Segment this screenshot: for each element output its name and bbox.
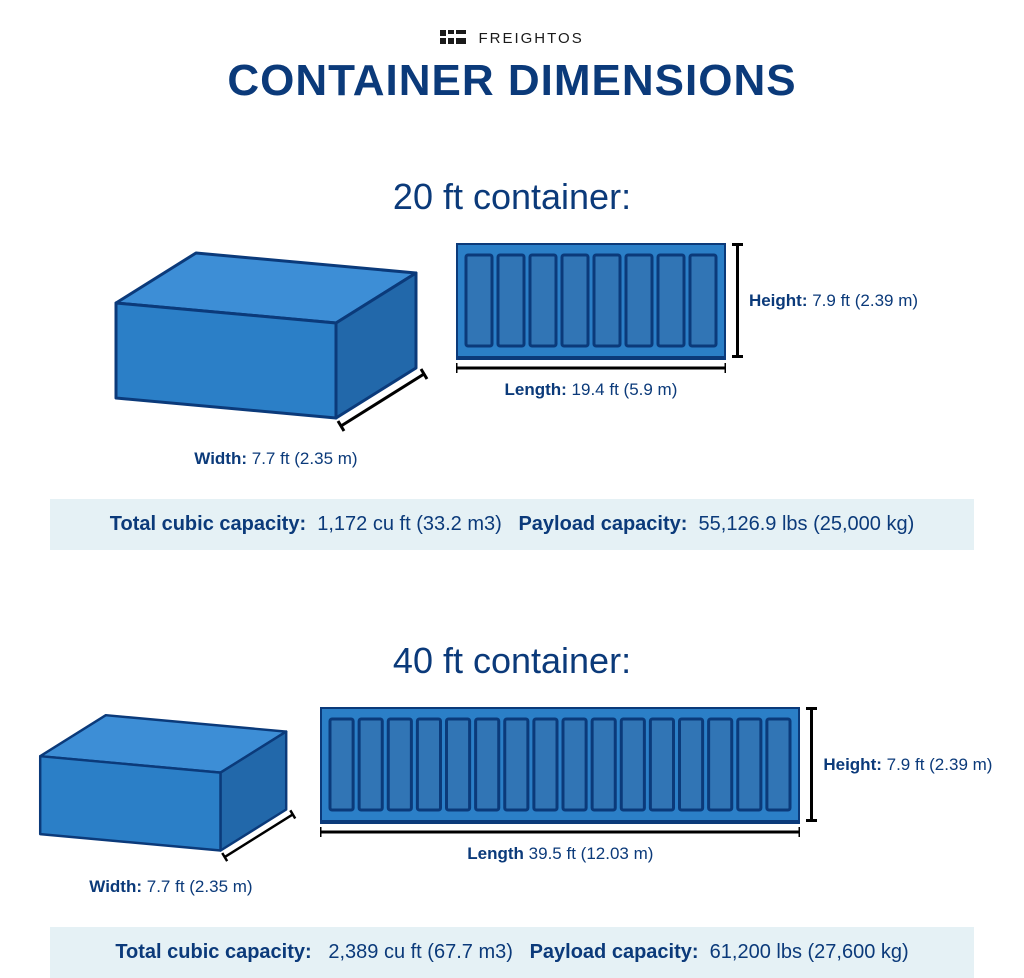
height-label-40ft: Height: 7.9 ft (2.39 m) bbox=[823, 755, 992, 775]
height-callout-40ft: Height: 7.9 ft (2.39 m) bbox=[810, 707, 992, 822]
page-title: CONTAINER DIMENSIONS bbox=[40, 56, 984, 106]
width-label-40ft: Width: 7.7 ft (2.35 m) bbox=[32, 877, 311, 897]
row-20ft: Width: 7.7 ft (2.35 m) Length: 19.4 ft (… bbox=[40, 243, 984, 469]
brand-row: FREIGHTOS bbox=[40, 30, 984, 48]
iso-3d-20ft: Width: 7.7 ft (2.35 m) bbox=[106, 243, 446, 469]
row-40ft: Width: 7.7 ft (2.35 m) Length 39.5 ft (1… bbox=[40, 707, 984, 897]
iso-3d-40ft: Width: 7.7 ft (2.35 m) bbox=[32, 707, 311, 897]
width-label-20ft: Width: 7.7 ft (2.35 m) bbox=[106, 449, 446, 469]
length-label-20ft: Length: 19.4 ft (5.9 m) bbox=[456, 380, 726, 400]
container-side-icon bbox=[320, 707, 800, 840]
side-view-40ft: Length 39.5 ft (12.03 m) bbox=[320, 707, 800, 864]
container-3d-icon bbox=[106, 243, 446, 443]
height-tick-icon bbox=[736, 243, 739, 358]
summary-bar-40ft: Total cubic capacity: 2,389 cu ft (67.7 … bbox=[50, 927, 974, 978]
section-title-20ft: 20 ft container: bbox=[40, 176, 984, 218]
summary-bar-20ft: Total cubic capacity: 1,172 cu ft (33.2 … bbox=[50, 499, 974, 550]
container-3d-icon bbox=[32, 707, 311, 871]
height-tick-icon bbox=[810, 707, 813, 822]
height-label-20ft: Height: 7.9 ft (2.39 m) bbox=[749, 291, 918, 311]
side-view-20ft: Length: 19.4 ft (5.9 m) bbox=[456, 243, 726, 400]
section-title-40ft: 40 ft container: bbox=[40, 640, 984, 682]
brand-text: FREIGHTOS bbox=[478, 30, 583, 47]
height-callout-20ft: Height: 7.9 ft (2.39 m) bbox=[736, 243, 918, 358]
container-side-icon bbox=[456, 243, 726, 376]
length-label-40ft: Length 39.5 ft (12.03 m) bbox=[320, 844, 800, 864]
brand-logo-icon bbox=[440, 30, 466, 48]
